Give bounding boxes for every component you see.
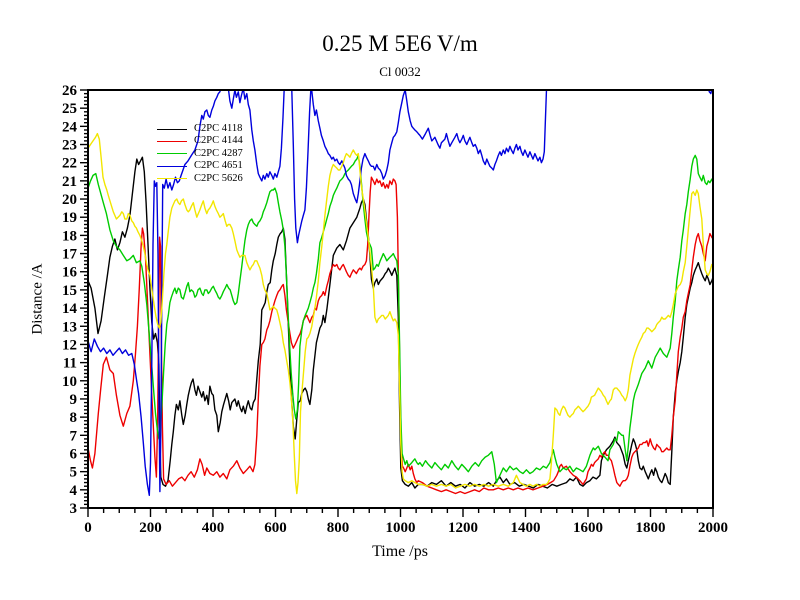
y-tick-label: 15 (62, 283, 77, 299)
y-tick-label: 4 (70, 483, 78, 499)
chart-subtitle: Cl 0032 (379, 64, 421, 79)
series-line-C2PC-4118 (88, 156, 713, 489)
y-tick-label: 20 (62, 192, 77, 208)
series-line-C2PC-4144 (88, 176, 713, 495)
x-tick-label: 200 (139, 520, 162, 536)
legend-line-swatch (157, 165, 187, 167)
y-axis-label: Distance /A (29, 263, 46, 335)
legend-label: C2PC 4287 (194, 147, 243, 159)
y-tick-label: 18 (62, 228, 77, 244)
legend-label: C2PC 4118 (194, 122, 243, 134)
x-tick-label: 600 (264, 520, 287, 536)
legend-label: C2PC 4651 (194, 160, 243, 172)
x-tick-label: 0 (84, 520, 92, 536)
legend-item: C2PC 4118 (157, 123, 243, 135)
y-tick-label: 14 (62, 301, 78, 317)
y-tick-label: 10 (62, 374, 77, 390)
y-tick-label: 19 (62, 210, 77, 226)
y-tick-label: 8 (70, 410, 78, 426)
y-tick-label: 9 (70, 392, 78, 408)
y-tick-label: 13 (62, 319, 77, 335)
x-tick-label: 1800 (636, 520, 666, 536)
legend-item: C2PC 4287 (157, 148, 243, 160)
legend-line-swatch (157, 178, 187, 180)
legend-item: C2PC 5626 (157, 173, 243, 185)
x-tick-label: 1200 (448, 520, 478, 536)
legend-line-swatch (157, 128, 187, 130)
y-tick-label: 22 (62, 156, 77, 172)
y-tick-label: 7 (70, 428, 78, 444)
y-tick-label: 23 (62, 138, 77, 154)
x-tick-label: 800 (327, 520, 350, 536)
y-tick-label: 17 (62, 247, 78, 263)
y-tick-label: 6 (70, 447, 78, 463)
legend-item: C2PC 4144 (157, 135, 243, 147)
chart-title: 0.25 M 5E6 V/m (322, 31, 478, 56)
plot-frame (87, 89, 714, 509)
legend-item: C2PC 4651 (157, 160, 243, 172)
y-tick-label: 21 (62, 174, 77, 190)
legend-line-swatch (157, 141, 187, 143)
x-tick-label: 1000 (386, 520, 416, 536)
x-tick-label: 400 (202, 520, 225, 536)
legend-label: C2PC 4144 (194, 135, 243, 147)
series-line-C2PC-5626 (88, 132, 713, 495)
x-axis-label: Time /ps (372, 543, 428, 560)
y-tick-label: 3 (70, 501, 78, 517)
x-tick-label: 2000 (698, 520, 728, 536)
y-tick-label: 16 (62, 265, 78, 281)
legend-line-swatch (157, 153, 187, 155)
legend-label: C2PC 5626 (194, 172, 243, 184)
legend: C2PC 4118 C2PC 4144 C2PC 4287 C2PC 4651 C2PC… (157, 123, 243, 185)
y-tick-label: 26 (62, 83, 78, 99)
y-tick-label: 25 (62, 101, 77, 117)
x-tick-label: 1400 (511, 520, 541, 536)
y-tick-label: 12 (62, 337, 77, 353)
tick-labels: 0 200 400 600 800 1000 1200 1400 1600 1800 2000 3 4 5… (62, 83, 728, 536)
y-tick-label: 5 (70, 465, 78, 481)
y-tick-label: 11 (63, 356, 77, 372)
x-tick-label: 1600 (573, 520, 603, 536)
series-line-C2PC-4651 (88, 90, 713, 496)
series-lines (88, 90, 713, 496)
y-tick-label: 24 (62, 119, 78, 135)
